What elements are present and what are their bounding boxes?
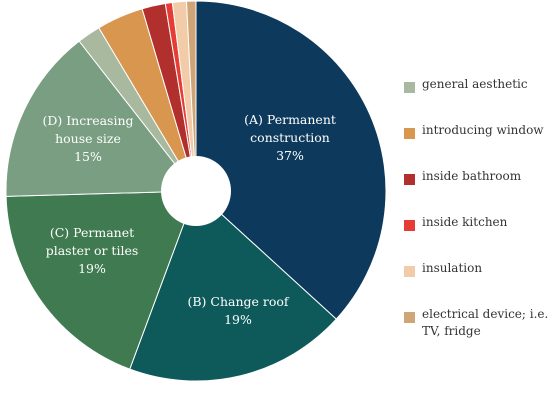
slice-label-line: (B) Change roof [187, 294, 289, 309]
slice-label-line: (A) Permanent [244, 112, 336, 127]
slice-label-b: (B) Change roof 19% [187, 294, 289, 327]
legend-swatch [404, 312, 415, 323]
legend-label: general aesthetic [422, 77, 528, 91]
legend-label: inside kitchen [422, 215, 508, 229]
slice-label-line: (C) Permanet [50, 225, 134, 240]
legend-label: electrical device; i.e. TV, fridge [422, 307, 549, 338]
slice-label-a: (A) Permanent construction 37% [244, 112, 336, 163]
legend-item-introducing-window: introducing window [404, 122, 550, 168]
legend-swatch [404, 128, 415, 139]
legend-item-insulation: insulation [404, 260, 550, 306]
slice-label-line: plaster or tiles [46, 243, 139, 258]
legend-swatch [404, 266, 415, 277]
pie-slice-electrical_device [185, 0, 197, 192]
legend-item-electrical-device: electrical device; i.e. TV, fridge [404, 306, 550, 352]
donut-hole [161, 156, 231, 226]
slice-label-d: (D) Increasing house size 15% [42, 113, 133, 164]
pie-slice-d [5, 40, 198, 197]
pie-slice-a [195, 0, 387, 320]
slice-label-line: 37% [276, 148, 304, 163]
legend-item-general-aesthetic: general aesthetic [404, 76, 550, 122]
slice-label-line: (D) Increasing [42, 113, 133, 128]
chart-legend: general aesthetic introducing window ins… [404, 76, 550, 352]
legend-label: inside bathroom [422, 169, 522, 183]
legend-label: insulation [422, 261, 483, 275]
slice-label-c: (C) Permanet plaster or tiles 19% [46, 225, 139, 276]
legend-swatch [404, 220, 415, 231]
pie-slice-b [129, 190, 337, 382]
slice-label-line: 19% [78, 261, 106, 276]
legend-item-inside-bathroom: inside bathroom [404, 168, 550, 214]
slice-label-line: 19% [224, 312, 252, 327]
slice-label-line: construction [250, 130, 330, 145]
slice-label-line: 15% [74, 149, 102, 164]
legend-swatch [404, 174, 415, 185]
pie-slice-c [5, 190, 197, 370]
legend-label: introducing window [422, 123, 544, 137]
legend-swatch [404, 82, 415, 93]
legend-item-inside-kitchen: inside kitchen [404, 214, 550, 260]
slice-label-line: house size [55, 131, 121, 146]
